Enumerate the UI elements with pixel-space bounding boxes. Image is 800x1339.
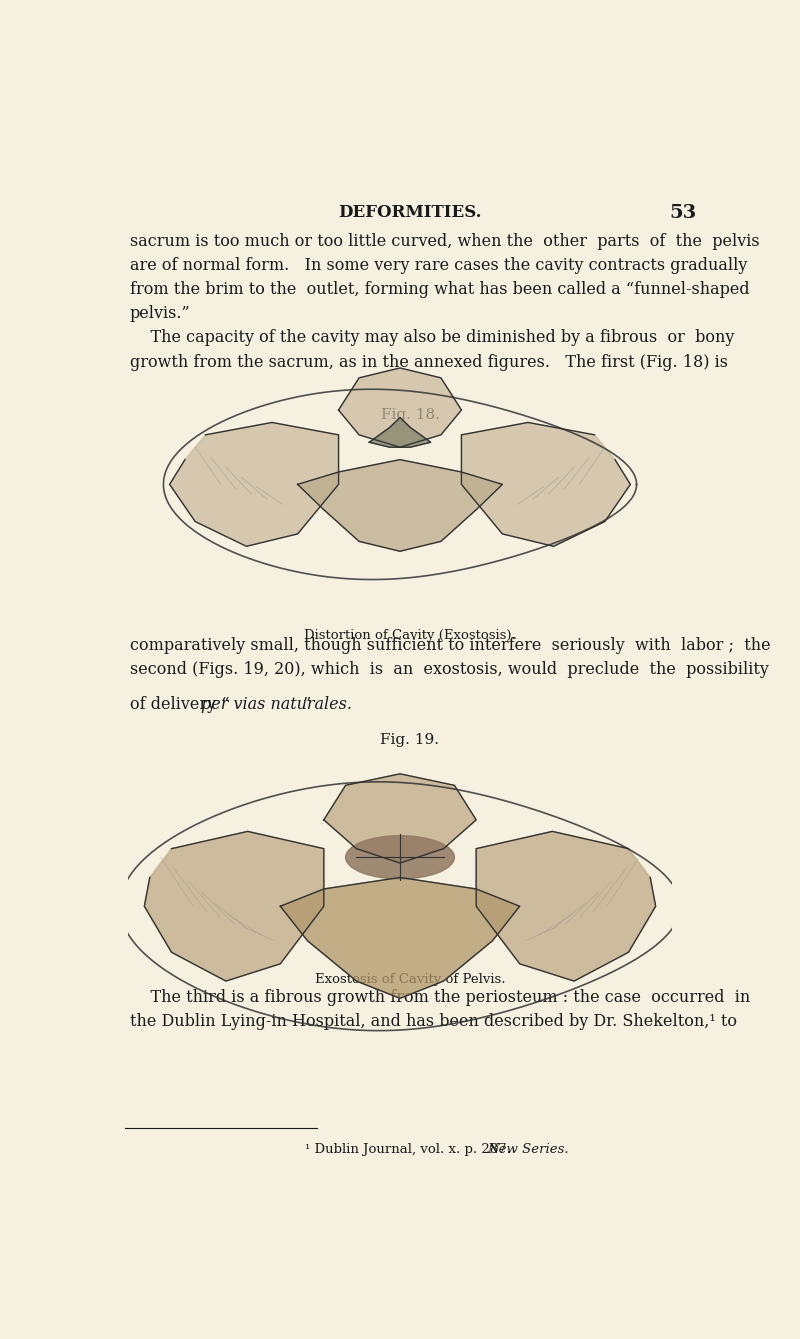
Polygon shape [462, 422, 630, 546]
Polygon shape [144, 832, 324, 981]
Polygon shape [338, 368, 462, 447]
Polygon shape [280, 877, 520, 999]
Text: ”: ” [303, 696, 311, 712]
Text: 53: 53 [669, 204, 697, 222]
Text: Fig. 18.: Fig. 18. [381, 408, 439, 422]
Polygon shape [476, 832, 656, 981]
Text: New Series.: New Series. [487, 1144, 569, 1157]
Ellipse shape [346, 836, 454, 878]
Text: Distortion of Cavity (Exostosis).: Distortion of Cavity (Exostosis). [304, 629, 516, 641]
Text: comparatively small, though sufficient to interfere  seriously  with  labor ;  t: comparatively small, though sufficient t… [130, 637, 770, 678]
Text: per vias naturales.: per vias naturales. [201, 696, 352, 712]
Polygon shape [324, 774, 476, 864]
Text: of delivery “: of delivery “ [130, 696, 234, 712]
Text: The third is a fibrous growth from the periosteum : the case  occurred  in
the D: The third is a fibrous growth from the p… [130, 988, 750, 1030]
Text: sacrum is too much or too little curved, when the  other  parts  of  the  pelvis: sacrum is too much or too little curved,… [130, 233, 759, 371]
Text: DEFORMITIES.: DEFORMITIES. [338, 204, 482, 221]
Text: Fig. 19.: Fig. 19. [381, 732, 439, 747]
Text: Exostosis of Cavity of Pelvis.: Exostosis of Cavity of Pelvis. [314, 973, 506, 986]
Polygon shape [170, 422, 338, 546]
Polygon shape [370, 418, 430, 447]
Text: ¹ Dublin Journal, vol. x. p. 287.: ¹ Dublin Journal, vol. x. p. 287. [305, 1144, 523, 1157]
Polygon shape [298, 459, 502, 552]
